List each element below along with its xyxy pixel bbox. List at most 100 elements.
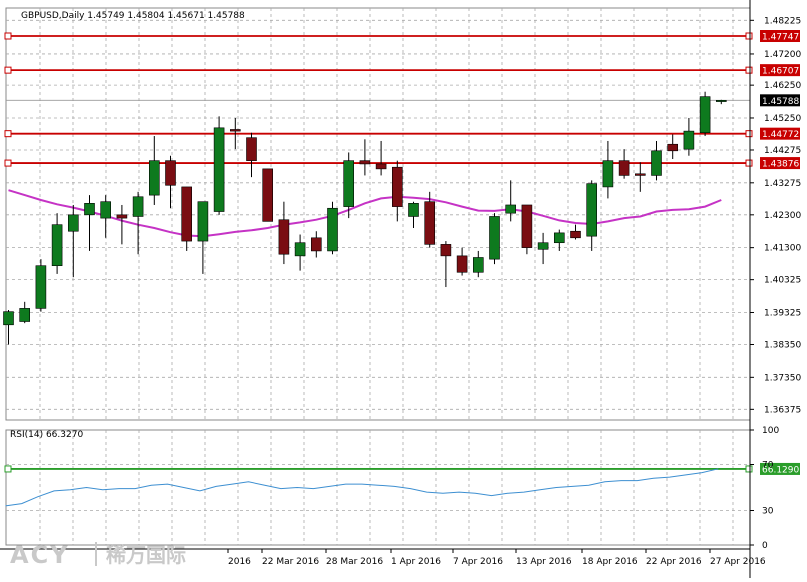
y-tick-label: 1.47200 bbox=[764, 50, 801, 60]
candle-body bbox=[246, 137, 257, 161]
candle bbox=[651, 140, 662, 181]
price-level-tag-label: 1.43876 bbox=[762, 160, 799, 170]
candle-body bbox=[84, 203, 95, 216]
candle bbox=[667, 134, 679, 160]
rsi-y-tick-label: 0 bbox=[762, 541, 768, 551]
price-level-tag-label: 1.46707 bbox=[762, 67, 799, 77]
candle bbox=[100, 195, 111, 238]
current-price-tag bbox=[760, 94, 800, 107]
rsi-y-tick-label: 70 bbox=[762, 461, 774, 471]
candle-body bbox=[310, 237, 322, 252]
price-level-handle-right[interactable] bbox=[745, 66, 753, 74]
candle bbox=[570, 224, 581, 240]
candle-body bbox=[618, 160, 630, 176]
candle bbox=[230, 117, 241, 150]
candle-body bbox=[715, 100, 727, 102]
price-level-tag-label: 1.47747 bbox=[762, 33, 799, 43]
candle-body bbox=[359, 160, 371, 165]
candle bbox=[181, 186, 192, 251]
price-level-tag bbox=[760, 64, 800, 77]
candle-body bbox=[683, 130, 695, 150]
price-level-handle-left[interactable] bbox=[4, 32, 12, 40]
candle bbox=[391, 160, 403, 222]
time-axis: 2016 22 Mar 2016 28 Mar 2016 1 Apr 2016 7 Ap… bbox=[0, 548, 766, 567]
candle-body bbox=[537, 242, 549, 250]
candle-body bbox=[116, 214, 128, 219]
price-level-handle-left[interactable] bbox=[4, 159, 12, 167]
moving-average bbox=[8, 189, 722, 238]
current-price-tag-label: 1.45788 bbox=[762, 97, 799, 107]
symbol-header: GBPUSD,Daily 1.45749 1.45804 1.45671 1.4… bbox=[21, 11, 245, 21]
candle bbox=[537, 232, 549, 265]
candle bbox=[343, 152, 355, 219]
rsi-level-handle-left[interactable] bbox=[4, 465, 12, 473]
candle bbox=[456, 247, 468, 276]
candle bbox=[327, 201, 338, 255]
candle-body bbox=[391, 166, 403, 207]
candle-body bbox=[408, 203, 419, 217]
price-level-tag-label: 1.44772 bbox=[762, 130, 799, 140]
candle-body bbox=[278, 219, 290, 255]
candles bbox=[3, 91, 727, 345]
candle bbox=[278, 201, 290, 265]
price-level-handle-right[interactable] bbox=[745, 130, 753, 138]
candle-body bbox=[213, 127, 225, 212]
rsi-level-tag bbox=[760, 462, 800, 475]
x-tick-label: 28 Mar 2016 bbox=[326, 557, 383, 567]
y-tick-label: 1.40325 bbox=[764, 276, 801, 286]
rsi-panel: 66.1290 bbox=[4, 462, 800, 507]
candle bbox=[294, 234, 306, 271]
candle-body bbox=[3, 311, 14, 326]
candle-body bbox=[586, 183, 598, 237]
price-level-handle-left[interactable] bbox=[4, 130, 12, 138]
candle-body bbox=[375, 163, 387, 170]
candle bbox=[440, 241, 452, 288]
price-level-handle-right[interactable] bbox=[745, 159, 753, 167]
candle-body bbox=[35, 265, 47, 309]
price-level-handle-right[interactable] bbox=[745, 32, 753, 40]
candle bbox=[586, 180, 598, 251]
rsi-y-tick-label: 30 bbox=[762, 507, 774, 517]
candle-body bbox=[651, 150, 662, 176]
candle bbox=[310, 231, 322, 258]
candle bbox=[505, 180, 517, 222]
candle bbox=[213, 116, 225, 215]
candle bbox=[472, 250, 484, 278]
rsi-label: RSI(14) 66.3270 bbox=[10, 430, 83, 440]
price-level-tag bbox=[760, 30, 800, 43]
candle bbox=[553, 229, 565, 251]
candle bbox=[715, 99, 727, 105]
candle bbox=[149, 136, 160, 205]
candle-body bbox=[181, 186, 192, 242]
candle bbox=[634, 162, 646, 192]
y-tick-label: 1.41300 bbox=[764, 244, 801, 254]
candle bbox=[618, 149, 630, 179]
y-tick-label: 1.48225 bbox=[764, 16, 801, 26]
price-level-handle-left[interactable] bbox=[4, 66, 12, 74]
acy-logo: ACY 稀万国际 bbox=[10, 541, 186, 569]
candle bbox=[699, 91, 711, 137]
candle-body bbox=[343, 160, 355, 207]
candle bbox=[246, 132, 257, 178]
candle-body bbox=[570, 230, 581, 239]
x-tick-label: 18 Apr 2016 bbox=[582, 557, 638, 567]
candle-body bbox=[327, 207, 338, 252]
candle bbox=[84, 195, 95, 251]
x-tick-label: 22 Apr 2016 bbox=[646, 557, 702, 567]
candle-body bbox=[505, 204, 517, 214]
y-tick-label: 1.37350 bbox=[764, 373, 801, 383]
candle-body bbox=[602, 160, 614, 188]
candle-body bbox=[197, 201, 209, 242]
candle bbox=[424, 191, 436, 248]
y-tick-label: 1.36375 bbox=[764, 405, 801, 415]
candle bbox=[116, 204, 128, 245]
x-tick-label: 13 Apr 2016 bbox=[516, 557, 572, 567]
candle-body bbox=[440, 244, 452, 257]
candle-body bbox=[424, 201, 436, 245]
rsi-level-handle-right[interactable] bbox=[745, 465, 753, 473]
candle bbox=[521, 204, 533, 255]
candle-body bbox=[19, 308, 31, 322]
candle-body bbox=[667, 143, 679, 152]
